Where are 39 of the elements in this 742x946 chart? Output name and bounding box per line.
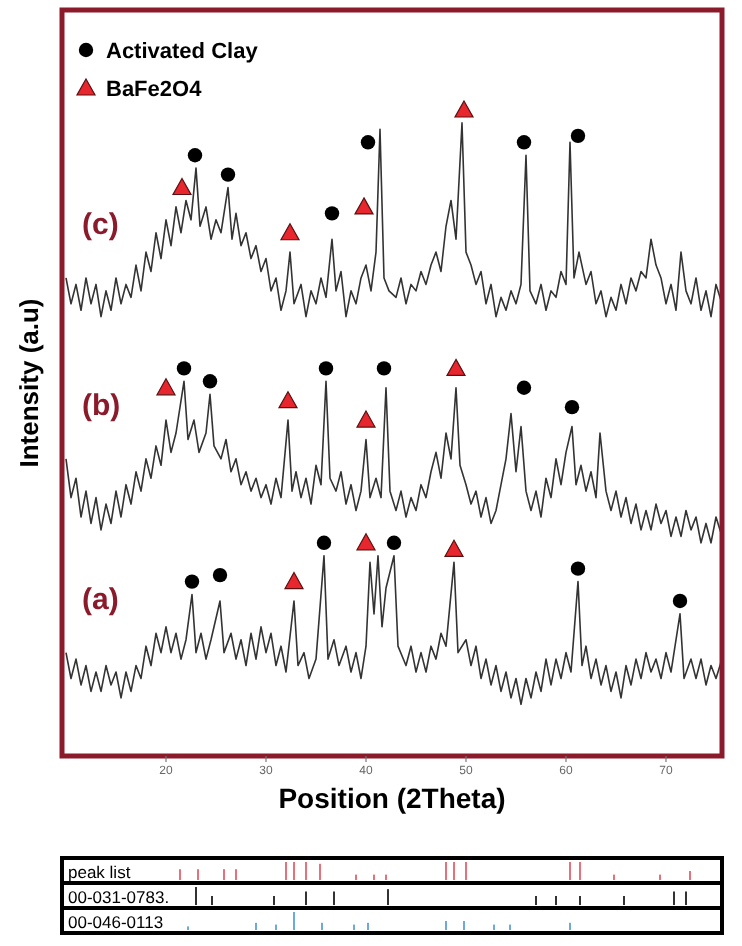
point [564, 399, 580, 415]
series-label: (c) [82, 207, 119, 242]
point [220, 167, 236, 182]
legend-label: BaFe2O4 [106, 78, 204, 102]
point [516, 135, 532, 150]
point [172, 177, 192, 196]
point [570, 128, 586, 144]
point [672, 593, 688, 609]
series-label: (b) [82, 388, 121, 423]
point [356, 533, 376, 551]
point [156, 378, 176, 396]
point [446, 358, 466, 376]
x-axis-title: Position (2Theta) [278, 782, 506, 814]
point [354, 197, 374, 215]
point [212, 567, 228, 583]
point [516, 380, 532, 395]
point [202, 374, 218, 389]
point [176, 361, 192, 376]
point [278, 391, 298, 409]
point [316, 535, 332, 551]
point [284, 571, 304, 590]
point [324, 206, 340, 221]
point [187, 148, 203, 163]
point [454, 100, 474, 118]
series-label: 00-046-0113 [68, 912, 164, 932]
point [570, 561, 586, 576]
point [386, 535, 402, 551]
point [318, 361, 334, 376]
point [184, 574, 200, 589]
series-label: (a) [82, 582, 119, 617]
point [360, 135, 376, 150]
text: peak list [68, 862, 132, 882]
legend-label: Activated Clay [106, 40, 260, 64]
series-label: 00-031-0783. [68, 887, 170, 907]
point [280, 223, 300, 241]
point [356, 410, 376, 428]
point [444, 539, 464, 557]
y-axis-title: Intensity (a.u) [14, 298, 44, 468]
point [376, 361, 392, 376]
